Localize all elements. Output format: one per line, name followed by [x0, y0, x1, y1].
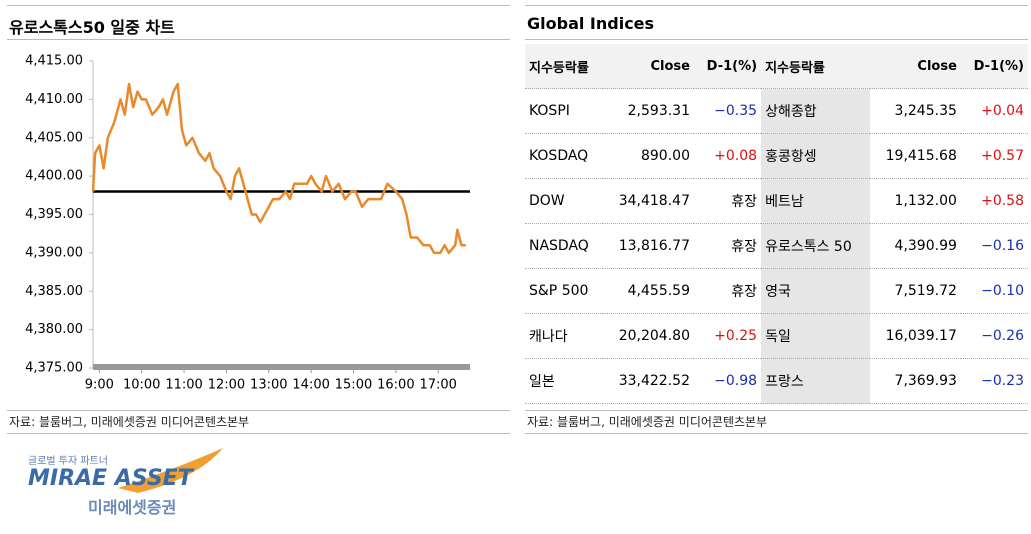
cell: 19,415.68 [869, 133, 961, 179]
cell: +0.25 [693, 313, 762, 359]
cell: +0.57 [960, 133, 1028, 179]
row: KOSPI 2,593.31 −0.35 상해종합 3,245.35 +0.04 [525, 88, 1028, 134]
cell: 33,422.52 [602, 358, 694, 404]
cell: 유로스톡스 50 [761, 223, 870, 269]
row: 일본 33,422.52 −0.98 프랑스 7,369.93 −0.23 [525, 358, 1028, 404]
row: NASDAQ 13,816.77 휴장 유로스톡스 50 4,390.99 −0.16 [525, 223, 1028, 269]
x-tick-label: 9:00 [85, 378, 114, 393]
cell: −0.16 [960, 223, 1028, 269]
x-tick-label: 16:00 [377, 378, 414, 393]
y-tick-label: 4,410.00 [25, 92, 83, 107]
y-tick-label: 4,415.00 [25, 54, 83, 69]
source: 자료: 블룸버그, 미래에셋증권 미디어콘텐츠본부 [527, 415, 768, 429]
x-tick-label: 13:00 [250, 378, 287, 393]
y-tick-label: 4,375.00 [25, 361, 83, 376]
cell: KOSDAQ [525, 133, 603, 179]
x-axis-band [93, 364, 470, 370]
cell: 4,455.59 [602, 268, 694, 314]
header-cell: D-1(%) [693, 44, 762, 89]
cell: −0.35 [693, 88, 762, 134]
y-tick-label: 4,395.00 [25, 207, 83, 222]
row: 캐나다 20,204.80 +0.25 독일 16,039.17 −0.26 [525, 313, 1028, 359]
cell: 4,390.99 [869, 223, 961, 269]
header-row: 지수등락률 Close D-1(%) 지수등락률 Close D-1(%) [525, 44, 1028, 89]
left-panel: 유로스톡스50 일중 차트 4,375.00 4,380.00 4,385.00 4,… [7, 5, 510, 434]
logo-brand: MIRAE ASSET [28, 466, 193, 491]
cell: 베트남 [761, 178, 870, 224]
price-line [91, 82, 466, 255]
logo-swoosh [118, 448, 223, 493]
x-tick-label: 10:00 [123, 378, 160, 393]
logo-tagline: 글로벌 투자 파트너 [28, 456, 108, 467]
cell: 7,369.93 [869, 358, 961, 404]
x-tick-label: 17:00 [419, 378, 456, 393]
cell: −0.26 [960, 313, 1028, 359]
logo: 글로벌 투자 파트너 MIRAE ASSET 미래에셋증권 [28, 448, 228, 518]
cell: 13,816.77 [602, 223, 694, 269]
header-cell: 지수등락률 [525, 44, 603, 89]
y-tick-label: 4,390.00 [25, 245, 83, 260]
cell: DOW [525, 178, 603, 224]
cell: NASDAQ [525, 223, 603, 269]
cell: −0.10 [960, 268, 1028, 314]
panel-title: Global Indices [527, 14, 655, 33]
cell: 20,204.80 [602, 313, 694, 359]
row: S&P 500 4,455.59 휴장 영국 7,519.72 −0.10 [525, 268, 1028, 314]
cell: KOSPI [525, 88, 603, 134]
x-tick-label: 12:00 [208, 378, 245, 393]
cell: 휴장 [693, 178, 762, 224]
row: KOSDAQ 890.00 +0.08 홍콩항셍 19,415.68 +0.57 [525, 133, 1028, 179]
x-tick-label: 11:00 [165, 378, 202, 393]
header-cell: 지수등락률 [761, 44, 870, 89]
header-cell: D-1(%) [960, 44, 1028, 89]
cell: −0.23 [960, 358, 1028, 404]
indices-table: 지수등락률 Close D-1(%) 지수등락률 Close D-1(%) KOSPI 2,5… [525, 44, 1028, 404]
header-cell: Close [602, 44, 694, 89]
cell: 34,418.47 [602, 178, 694, 224]
cell: 캐나다 [525, 313, 603, 359]
cell: 3,245.35 [869, 88, 961, 134]
cell: 2,593.31 [602, 88, 694, 134]
cell: −0.98 [693, 358, 762, 404]
header-cell: Close [869, 44, 961, 89]
panel-title: 유로스톡스50 일중 차트 [9, 18, 175, 37]
cell: S&P 500 [525, 268, 603, 314]
cell: 상해종합 [761, 88, 870, 134]
cell: +0.04 [960, 88, 1028, 134]
cell: 7,519.72 [869, 268, 961, 314]
cell: 영국 [761, 268, 870, 314]
y-tick-label: 4,400.00 [25, 169, 83, 184]
cell: 1,132.00 [869, 178, 961, 224]
cell: 프랑스 [761, 358, 870, 404]
cell: +0.08 [693, 133, 762, 179]
chart: 4,375.00 4,380.00 4,385.00 4,390.00 4,395.00… [25, 54, 470, 393]
cell: 16,039.17 [869, 313, 961, 359]
x-tick-label: 14:00 [292, 378, 329, 393]
cell: 독일 [761, 313, 870, 359]
cell: +0.58 [960, 178, 1028, 224]
cell: 일본 [525, 358, 603, 404]
x-tick-label: 15:00 [335, 378, 372, 393]
y-tick-label: 4,380.00 [25, 322, 83, 337]
cell: 휴장 [693, 223, 762, 269]
logo-name: 미래에셋증권 [88, 498, 177, 517]
cell: 휴장 [693, 268, 762, 314]
y-tick-label: 4,385.00 [25, 284, 83, 299]
cell: 홍콩항셍 [761, 133, 870, 179]
cell: 890.00 [602, 133, 694, 179]
right-panel: Global Indices 지수등락률 Close D-1(%) 지수등락률 Clos… [525, 5, 1028, 434]
source: 자료: 블룸버그, 미래에셋증권 미디어콘텐츠본부 [9, 415, 250, 429]
y-tick-label: 4,405.00 [25, 130, 83, 145]
row: DOW 34,418.47 휴장 베트남 1,132.00 +0.58 [525, 178, 1028, 224]
